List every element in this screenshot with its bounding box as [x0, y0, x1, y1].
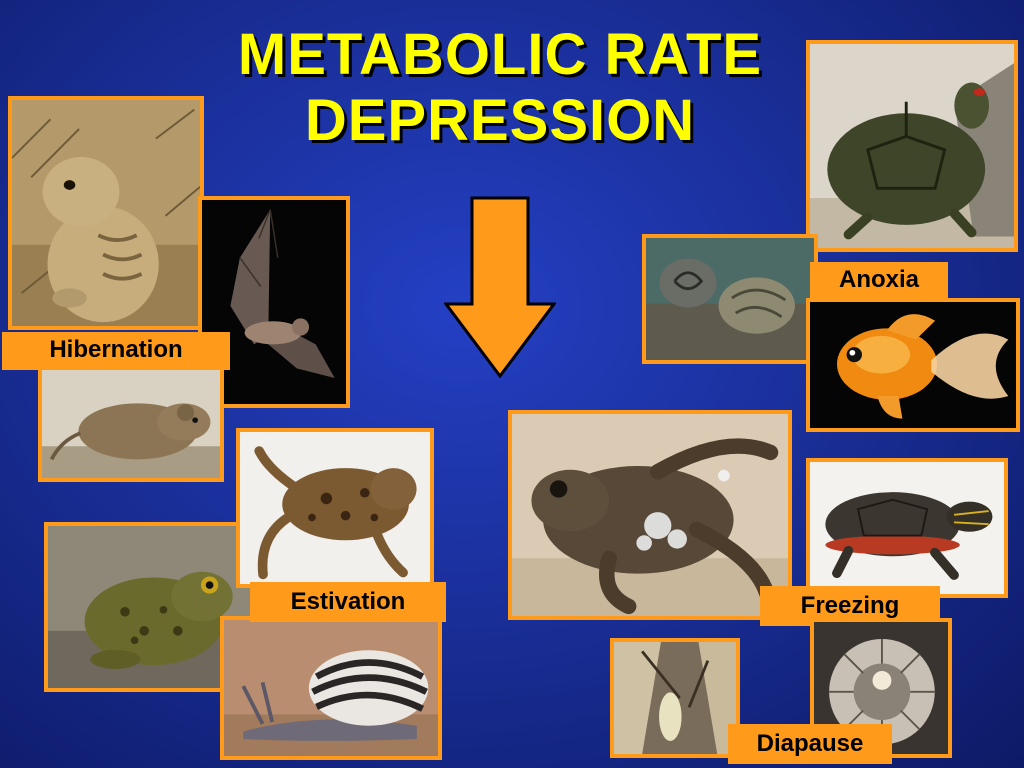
estivation-label: Estivation	[250, 582, 446, 622]
snail-photo	[220, 616, 442, 760]
wood-frog-photo	[508, 410, 792, 620]
turtle-photo	[806, 40, 1018, 252]
insect-larva-photo	[610, 638, 740, 758]
painted-turtle-photo	[806, 458, 1008, 598]
title-line-1: METABOLIC RATE	[237, 22, 763, 87]
clawed-frog-photo	[236, 428, 434, 588]
anoxia-label: Anoxia	[810, 262, 948, 298]
gall-larva-photo	[810, 618, 952, 758]
diapause-label: Diapause	[728, 724, 892, 764]
goldfish-photo	[806, 298, 1020, 432]
hibernation-label: Hibernation	[2, 332, 230, 370]
ground-squirrel-photo	[8, 96, 204, 330]
title-line-2: DEPRESSION	[304, 88, 696, 153]
bat-photo	[198, 196, 350, 408]
periwinkle-snails-photo	[642, 234, 818, 364]
mouse-photo	[38, 362, 224, 482]
down-arrow-icon	[444, 196, 556, 378]
slide-title: METABOLIC RATE DEPRESSION	[180, 22, 820, 154]
